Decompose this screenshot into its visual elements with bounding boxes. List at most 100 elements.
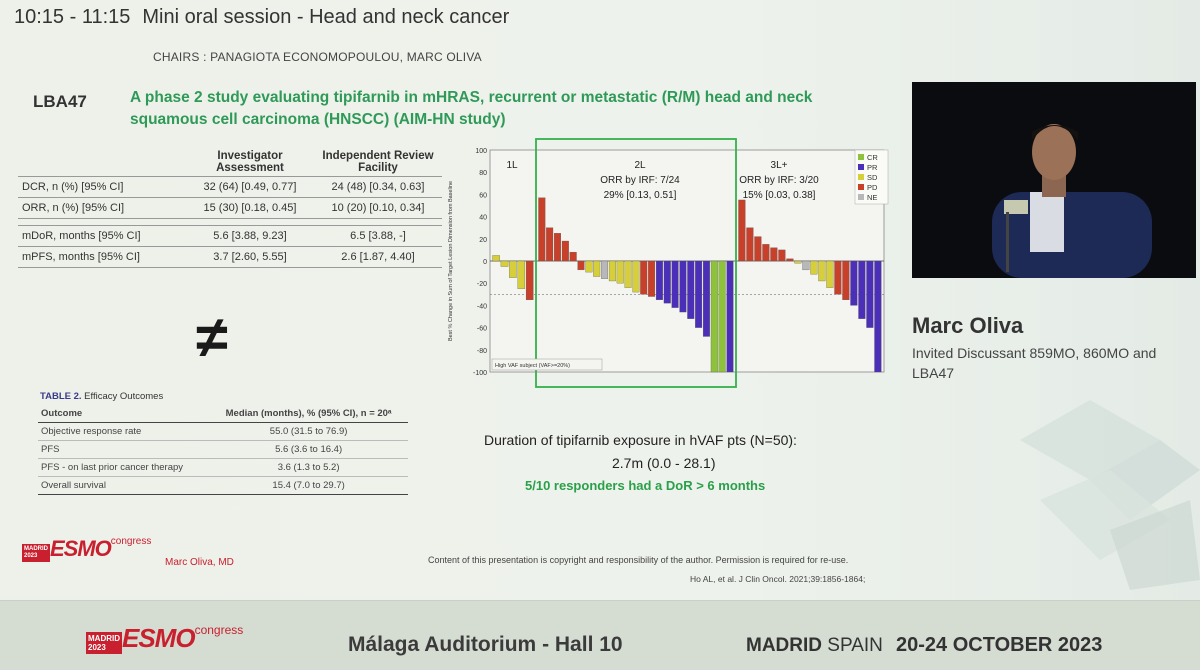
table2-caption: TABLE 2. Efficacy Outcomes [40, 391, 163, 402]
y-tick-label: -60 [477, 326, 487, 333]
efficacy-table: Investigator Assessment Independent Revi… [18, 148, 442, 268]
table2-value: 55.0 (31.5 to 76.9) [209, 422, 408, 441]
row-label: ORR, n (%) [95% CI] [18, 197, 186, 219]
legend-swatch [858, 164, 864, 170]
esmo-logo: MADRID 2023 ESMOcongress [22, 536, 151, 562]
waterfall-bar [671, 260, 679, 308]
y-tick-label: -80 [477, 348, 487, 355]
footer-esmo-logo: MADRID 2023 ESMOcongress [86, 623, 243, 654]
waterfall-bar [500, 260, 509, 267]
abstract-id: LBA47 [33, 92, 87, 111]
waterfall-bar [718, 260, 726, 373]
footer-esmo-city: MADRID [88, 634, 120, 643]
waterfall-bar [695, 260, 703, 328]
y-tick-label: 80 [479, 170, 487, 177]
waterfall-bar [818, 260, 826, 282]
waterfall-bar [778, 249, 786, 262]
waterfall-bar [616, 260, 624, 284]
esmo-congress: congress [110, 536, 152, 547]
footer-spain: SPAIN [827, 635, 883, 656]
footer-madrid: MADRID [746, 635, 822, 656]
footnote-label: High VAF subject (VAF>=20%) [495, 363, 570, 369]
waterfall-bar [546, 227, 554, 262]
waterfall-bar [687, 260, 695, 319]
y-tick-label: 60 [479, 192, 487, 199]
waterfall-bar [561, 240, 569, 262]
row-irf: 10 (20) [0.10, 0.34] [314, 197, 442, 219]
legend-label: CR [867, 153, 878, 162]
y-tick-label: -40 [477, 303, 487, 310]
waterfall-bar [874, 260, 882, 373]
speaker-video-image [912, 82, 1196, 278]
row-label: DCR, n (%) [95% CI] [18, 176, 186, 198]
footer-location: MADRID SPAIN [746, 635, 883, 657]
waterfall-bar [754, 236, 762, 262]
group-label: 2L [634, 160, 646, 171]
waterfall-bar [608, 260, 616, 282]
duration-line2: 2.7m (0.0 - 28.1) [612, 455, 716, 471]
row-irf: 6.5 [3.88, -] [314, 225, 442, 247]
table2-caption-label: TABLE 2. [40, 391, 82, 402]
group-label: 3L+ [771, 160, 788, 171]
copyright-note: Content of this presentation is copyrigh… [428, 555, 849, 565]
duration-line1: Duration of tipifarnib exposure in hVAF … [484, 432, 797, 448]
waterfall-bar [826, 260, 834, 288]
session-header: 10:15 - 11:15 Mini oral session - Head an… [14, 6, 521, 29]
table2-value: 3.6 (1.3 to 5.2) [209, 458, 408, 477]
waterfall-bar [624, 260, 632, 288]
group-orr-value: 15% [0.03, 0.38] [743, 190, 816, 201]
table2-outcome: Overall survival [38, 476, 210, 495]
waterfall-bar [802, 260, 810, 271]
footer-dates: 20-24 OCTOBER 2023 [896, 634, 1103, 656]
group-orr-value: 29% [0.13, 0.51] [604, 190, 677, 201]
waterfall-bar [585, 260, 593, 273]
speaker-video [912, 82, 1196, 278]
waterfall-bar [679, 260, 687, 313]
footer-esmo-word: ESMO [122, 623, 196, 653]
speaker-head [1032, 124, 1076, 180]
slide: 10:15 - 11:15 Mini oral session - Head an… [0, 0, 1200, 600]
waterfall-bar [726, 260, 734, 373]
waterfall-bar [794, 260, 802, 264]
y-axis-label: Best % Change in Sum of Target Lesion Di… [448, 181, 454, 341]
legend-label: NE [867, 193, 877, 202]
group-label: 1L [506, 160, 518, 171]
row-inv: 3.7 [2.60, 5.55] [186, 246, 314, 268]
footer-hall: Málaga Auditorium - Hall 10 [348, 633, 623, 656]
footer-esmo-congress: congress [194, 623, 244, 637]
table2-outcome: PFS - on last prior cancer therapy [38, 458, 210, 477]
row-irf: 24 (48) [0.34, 0.63] [314, 176, 442, 198]
table2-outcome: Objective response rate [38, 422, 210, 441]
waterfall-bar [632, 260, 640, 293]
waterfall-bar [850, 260, 858, 306]
esmo-word: ESMO [50, 536, 112, 561]
waterfall-chart: 100 80 60 40 20 0 -20 -40 -60 -80 -100 Best % Chang… [448, 138, 889, 388]
waterfall-bar [842, 260, 850, 300]
waterfall-bar [648, 260, 656, 297]
header-investigator: Investigator Assessment [216, 150, 284, 174]
not-equal-symbol: ≠ [196, 305, 228, 370]
esmo-city: MADRID [24, 546, 48, 552]
esmo-badge: MADRID 2023 [22, 544, 50, 562]
table2-value: 15.4 (7.0 to 29.7) [209, 476, 408, 495]
legend-label: PR [867, 163, 878, 172]
y-tick-label: 0 [483, 259, 487, 266]
esmo-year: 2023 [24, 553, 38, 559]
legend-swatch [858, 154, 864, 160]
row-label: mDoR, months [95% CI] [18, 225, 186, 247]
speaker-name: Marc Oliva [912, 313, 1024, 338]
waterfall-bar [517, 260, 526, 289]
table2-outcome: PFS [38, 440, 210, 459]
group-orr-label: ORR by IRF: 7/24 [600, 175, 680, 186]
session-title: Mini oral session - Head and neck cancer [142, 6, 510, 28]
y-tick-label: 20 [479, 237, 487, 244]
waterfall-bar [601, 260, 609, 279]
waterfall-bar [640, 260, 648, 295]
chairs: CHAIRS : PANAGIOTA ECONOMOPOULOU, MARC O… [153, 50, 482, 64]
legend-swatch [858, 194, 864, 200]
study-title: A phase 2 study evaluating tipifarnib in… [130, 89, 813, 128]
decorative-pattern [1020, 400, 1200, 590]
row-inv: 32 (64) [0.49, 0.77] [186, 176, 314, 198]
highlight-2l-box [535, 138, 737, 388]
waterfall-bar [538, 197, 546, 262]
